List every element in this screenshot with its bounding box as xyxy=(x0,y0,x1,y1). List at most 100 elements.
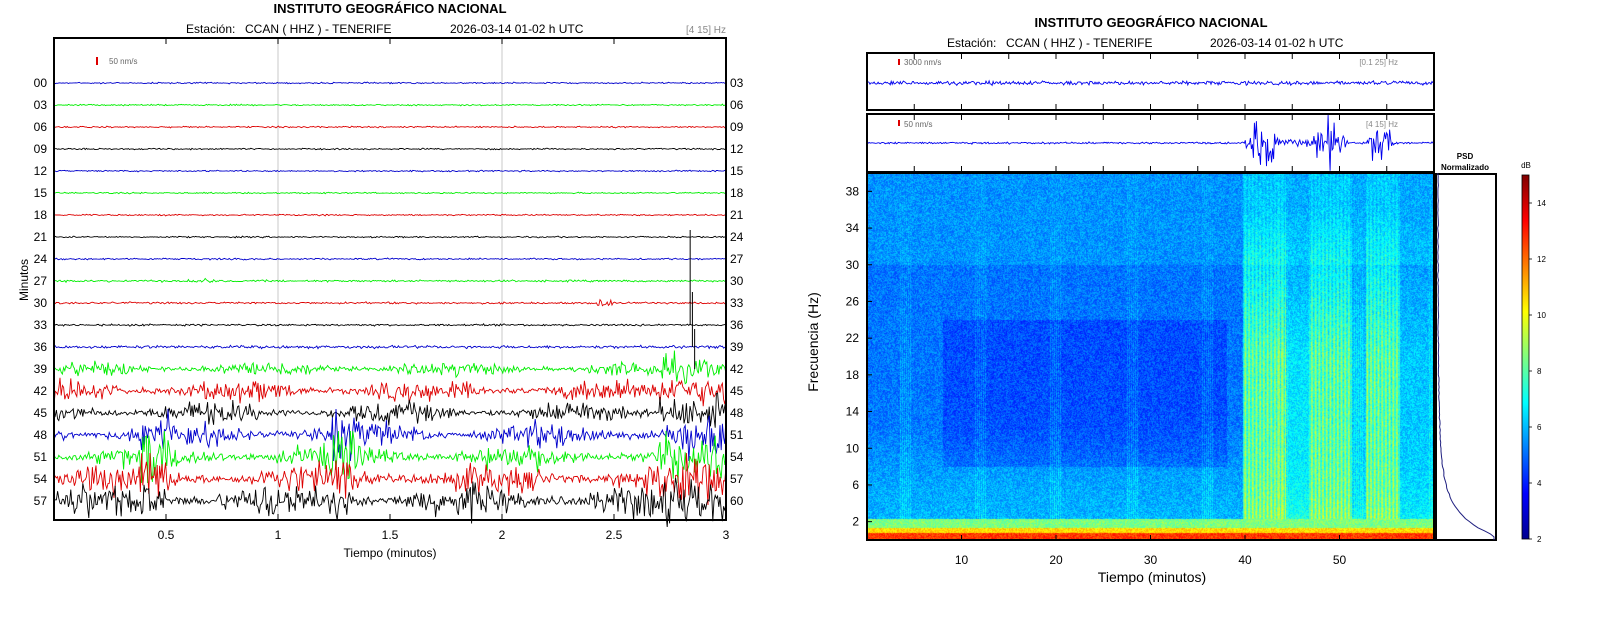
trace2-filter: [4 15] Hz xyxy=(1366,120,1398,129)
spectrogram-panel: INSTITUTO GEOGRÁFICO NACIONAL Estación: … xyxy=(800,0,1600,630)
helicorder-trace-36 xyxy=(53,344,726,350)
helicorder-trace-30 xyxy=(53,298,727,307)
colorbar-tick-label: 6 xyxy=(1537,423,1542,432)
colorbar-tick-label: 12 xyxy=(1537,255,1546,264)
psd-curve xyxy=(1437,172,1495,540)
helicorder-datetime: 2026-03-14 01-02 h UTC xyxy=(450,22,584,36)
colorbar-tick-label: 2 xyxy=(1537,535,1542,544)
psd-frame xyxy=(1435,173,1497,541)
helicorder-right-label: 57 xyxy=(730,472,744,486)
helicorder-trace-15 xyxy=(53,191,727,195)
colorbar-tick-label: 8 xyxy=(1537,367,1542,376)
spectrogram-y-tick-label: 6 xyxy=(852,478,859,492)
colorbar-tick-label: 10 xyxy=(1537,311,1546,320)
helicorder-left-label: 15 xyxy=(34,186,48,200)
helicorder-left-label: 12 xyxy=(34,164,48,178)
helicorder-right-label: 39 xyxy=(730,340,744,354)
broadband-trace-line xyxy=(867,79,1434,87)
helicorder-station-label: Estación: xyxy=(186,22,235,36)
helicorder-left-label: 36 xyxy=(34,340,48,354)
helicorder-right-label: 60 xyxy=(730,494,744,508)
helicorder-x-tick-label: 1 xyxy=(275,528,282,542)
helicorder-left-label: 06 xyxy=(34,120,48,134)
helicorder-trace-51 xyxy=(53,430,727,484)
helicorder-traces xyxy=(53,81,727,528)
colorbar-tick-label: 4 xyxy=(1537,479,1542,488)
spectrogram-x-tick-label: 30 xyxy=(1144,553,1158,567)
helicorder-trace-06 xyxy=(53,125,727,129)
helicorder-left-label: 57 xyxy=(34,494,48,508)
helicorder-x-tick-label: 2.5 xyxy=(606,528,623,542)
filtered-trace xyxy=(867,114,1434,171)
helicorder-gridlines xyxy=(277,38,503,520)
helicorder-left-label: 27 xyxy=(34,274,48,288)
spectrogram-y-tick-label: 2 xyxy=(852,515,859,529)
helicorder-trace-54 xyxy=(53,452,727,506)
helicorder-right-label: 36 xyxy=(730,318,744,332)
colorbar-unit: dB xyxy=(1521,161,1531,170)
helicorder-trace-24 xyxy=(53,257,727,261)
spectrogram-title: INSTITUTO GEOGRÁFICO NACIONAL xyxy=(1034,15,1267,30)
psd-title-line1: PSD xyxy=(1457,152,1474,161)
helicorder-right-label: 15 xyxy=(730,164,744,178)
helicorder-trace-12 xyxy=(53,169,727,173)
spectrogram-x-tick-label: 10 xyxy=(955,553,969,567)
helicorder-x-ticks: 0.5 1 1.5 2 2.5 3 xyxy=(158,38,730,542)
broadband-trace xyxy=(867,79,1434,87)
helicorder-trace-57 xyxy=(53,477,727,528)
helicorder-right-label: 21 xyxy=(730,208,744,222)
colorbar-ticks: 2 4 6 8 10 12 14 xyxy=(1529,199,1546,544)
helicorder-y-axis-label: Minutos xyxy=(17,259,31,301)
spectrogram-y-tick-label: 14 xyxy=(846,405,860,419)
helicorder-x-tick-label: 2 xyxy=(499,528,506,542)
helicorder-left-label: 39 xyxy=(34,362,48,376)
helicorder-left-label: 00 xyxy=(34,76,48,90)
helicorder-trace-27 xyxy=(53,277,727,284)
spectrogram-station-label: Estación: xyxy=(947,36,996,50)
spectrogram-y-tick-label: 38 xyxy=(846,184,860,198)
helicorder-trace-21 xyxy=(53,235,727,239)
spectrogram-y-axis-label: Frecuencia (Hz) xyxy=(805,292,821,392)
helicorder-right-label: 30 xyxy=(730,274,744,288)
spectrogram-x-tick-label: 20 xyxy=(1049,553,1063,567)
psd-title-line2: Normalizado xyxy=(1441,163,1489,172)
helicorder-left-label: 42 xyxy=(34,384,48,398)
helicorder-station: CCAN ( HHZ ) - TENERIFE xyxy=(245,22,391,36)
spectrogram-x-axis-label: Tiempo (minutos) xyxy=(1098,569,1206,585)
colorbar-tick-label: 14 xyxy=(1537,199,1546,208)
trace1-scale-bar-icon xyxy=(898,59,900,65)
helicorder-chart: INSTITUTO GEOGRÁFICO NACIONAL Estación: … xyxy=(17,1,744,560)
spectrogram-y-tick-label: 18 xyxy=(846,368,860,382)
broadband-trace-frame xyxy=(866,52,1435,111)
helicorder-trace-03 xyxy=(53,103,727,107)
helicorder-scale-label: 50 nm/s xyxy=(109,57,137,66)
trace2-scale-label: 50 nm/s xyxy=(904,120,932,129)
helicorder-right-label: 42 xyxy=(730,362,744,376)
helicorder-trace-39 xyxy=(53,350,727,385)
spectrogram-chart: INSTITUTO GEOGRÁFICO NACIONAL Estación: … xyxy=(805,15,1546,585)
helicorder-right-label: 27 xyxy=(730,252,744,266)
helicorder-left-label: 24 xyxy=(34,252,48,266)
helicorder-frame xyxy=(53,37,727,521)
helicorder-trace-09 xyxy=(54,147,727,151)
helicorder-left-labels: 00 03 06 09 12 15 18 21 24 27 30 33 36 39 42 45 48 51 54 57 xyxy=(34,76,48,508)
helicorder-trace-00 xyxy=(53,81,727,85)
helicorder-left-label: 45 xyxy=(34,406,48,420)
trace-ticks xyxy=(913,53,1388,172)
colorbar xyxy=(1521,174,1530,540)
helicorder-left-label: 03 xyxy=(34,98,48,112)
helicorder-right-label: 24 xyxy=(730,230,744,244)
helicorder-right-label: 51 xyxy=(730,428,744,442)
spectrogram-y-tick-label: 34 xyxy=(846,221,860,235)
spectrogram-y-tick-label: 30 xyxy=(846,258,860,272)
filtered-trace-line xyxy=(867,114,1434,171)
helicorder-left-label: 18 xyxy=(34,208,48,222)
helicorder-x-tick-label: 1.5 xyxy=(382,528,399,542)
helicorder-left-label: 09 xyxy=(34,142,48,156)
helicorder-right-label: 18 xyxy=(730,186,744,200)
spectrogram-y-tick-label: 26 xyxy=(846,294,860,308)
helicorder-trace-48 xyxy=(53,408,727,462)
spectrogram-x-ticks: 10 20 30 40 50 xyxy=(955,535,1346,567)
helicorder-left-label: 51 xyxy=(34,450,48,464)
